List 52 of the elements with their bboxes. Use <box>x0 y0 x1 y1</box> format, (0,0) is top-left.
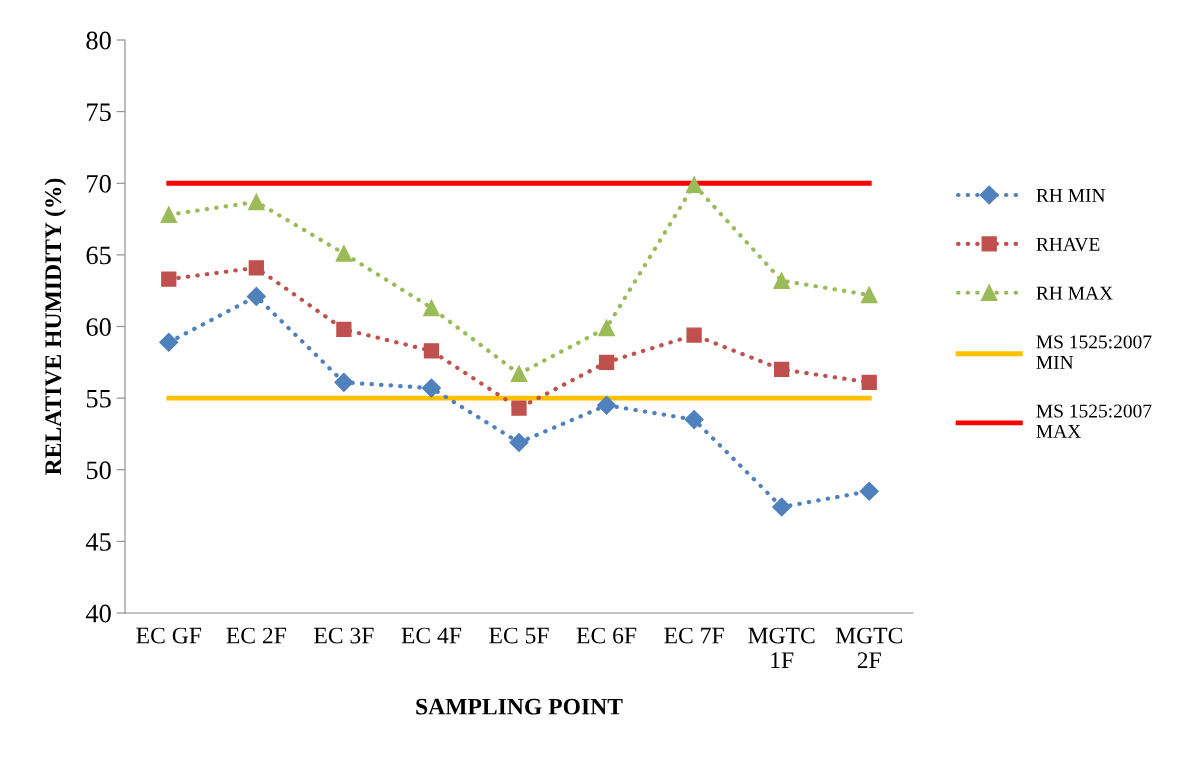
point <box>246 286 266 306</box>
y-tick-label: 60 <box>86 318 111 336</box>
y-tick-label: 40 <box>85 604 111 623</box>
point <box>159 332 179 352</box>
y-tick-label: 75 <box>87 103 111 122</box>
legend-label: RH MAX <box>1036 286 1113 300</box>
legend-label: RHAVE <box>1036 237 1100 251</box>
point <box>509 432 529 453</box>
point <box>774 361 790 378</box>
point <box>247 193 265 211</box>
point <box>511 400 527 416</box>
y-tick-label: 70 <box>87 174 111 193</box>
point <box>597 395 617 415</box>
point <box>685 176 703 194</box>
point <box>161 271 177 287</box>
point <box>336 321 352 338</box>
point <box>421 378 441 398</box>
x-tick-label: EC 5F <box>489 627 549 644</box>
point <box>334 372 354 392</box>
point <box>335 245 353 262</box>
x-axis-title: SAMPLING POINT <box>416 698 623 715</box>
point <box>686 327 702 343</box>
x-tick-label: EC 3F <box>314 627 374 644</box>
x-tick-label: MGTC 1F <box>748 627 815 668</box>
x-tick-label: EC 2F <box>226 627 286 644</box>
x-tick-label: EC 7F <box>664 627 724 644</box>
point <box>859 481 879 501</box>
point <box>860 286 878 304</box>
point <box>861 374 877 391</box>
y-tick-label: 65 <box>86 246 111 265</box>
point <box>598 319 615 337</box>
point <box>772 497 792 517</box>
legend-label: MS 1525:2007 MAX <box>1036 404 1152 438</box>
x-tick-label: EC 6F <box>576 627 637 644</box>
legend-label: RH MIN <box>1036 189 1106 202</box>
point <box>773 272 791 289</box>
point <box>160 206 178 224</box>
x-tick-label: MGTC 2F <box>835 627 903 668</box>
point <box>684 410 704 430</box>
point <box>598 354 615 370</box>
y-tick-label: 50 <box>86 461 111 480</box>
point <box>423 299 440 317</box>
y-axis-title: RELATIVE HUMIDITY (%) <box>44 178 66 475</box>
y-tick-label: 80 <box>86 31 111 50</box>
point <box>423 343 440 359</box>
y-tick-label: 55 <box>86 390 111 408</box>
point <box>510 365 528 383</box>
legend-label: MS 1525:2007 MIN <box>1036 335 1152 369</box>
x-tick-label: EC GF <box>136 627 202 644</box>
x-tick-label: EC 4F <box>401 627 462 644</box>
y-tick-label: 45 <box>85 533 111 551</box>
point <box>248 260 264 276</box>
